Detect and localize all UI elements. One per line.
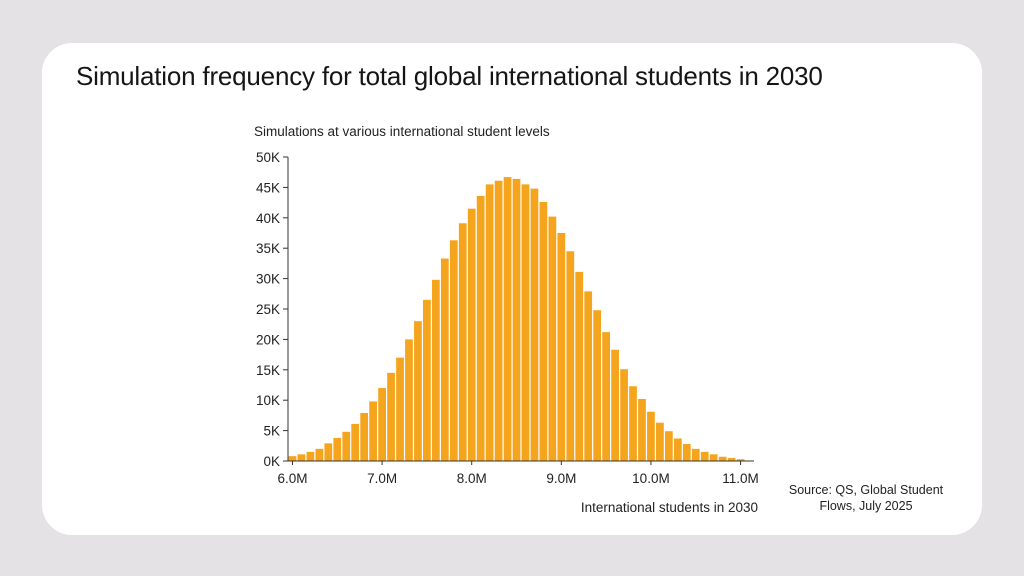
y-tick-label: 40K xyxy=(256,211,280,226)
histogram-bar xyxy=(405,339,413,461)
histogram-bar xyxy=(620,369,628,461)
histogram-bar xyxy=(315,448,324,461)
x-tick-label: 10.0M xyxy=(632,471,670,486)
histogram-bar xyxy=(575,271,584,461)
histogram-bar xyxy=(297,454,306,461)
histogram-bar xyxy=(494,180,503,461)
histogram-bar xyxy=(539,201,548,462)
histogram-bar xyxy=(369,401,378,461)
x-axis-label: International students in 2030 xyxy=(581,500,758,515)
chart-title: Simulation frequency for total global in… xyxy=(76,61,823,91)
histogram-bar xyxy=(521,184,530,462)
y-tick-label: 50K xyxy=(256,150,280,165)
histogram-bar xyxy=(288,456,297,461)
y-tick-label: 10K xyxy=(256,393,280,408)
histogram-bar xyxy=(414,321,422,461)
histogram-bar xyxy=(566,251,575,461)
histogram-bar xyxy=(700,451,709,461)
histogram-bar xyxy=(476,195,485,461)
histogram-bar xyxy=(423,299,431,461)
histogram-bar xyxy=(503,177,512,461)
x-tick-label: 6.0M xyxy=(277,471,307,486)
histogram-bar xyxy=(718,456,727,461)
x-tick-label: 8.0M xyxy=(457,471,487,486)
histogram-bar xyxy=(467,208,476,461)
histogram-bar xyxy=(396,357,404,461)
y-tick-label: 15K xyxy=(256,363,280,378)
histogram-bar xyxy=(682,443,691,461)
y-tick-label: 35K xyxy=(256,241,280,256)
histogram-bar xyxy=(431,279,440,461)
y-tick-label: 5K xyxy=(263,424,280,439)
histogram-bar xyxy=(584,291,593,461)
histogram-bar xyxy=(638,398,646,461)
histogram-bar xyxy=(647,411,655,461)
y-tick-label: 20K xyxy=(256,332,280,347)
y-tick-label: 45K xyxy=(256,180,280,195)
chart-card: Simulation frequency for total global in… xyxy=(42,43,982,535)
histogram-bar xyxy=(548,216,557,461)
histogram-bar xyxy=(709,454,718,461)
y-axis-label: Simulations at various international stu… xyxy=(254,124,550,139)
histogram-bar xyxy=(449,240,458,461)
histogram-bar xyxy=(691,448,700,461)
histogram-bar xyxy=(360,412,369,461)
histogram-bar xyxy=(611,349,619,461)
source-note: Source: QS, Global Student Flows, July 2… xyxy=(788,483,944,513)
histogram-bar xyxy=(736,459,745,461)
x-tick-label: 9.0M xyxy=(546,471,576,486)
y-tick-label: 25K xyxy=(256,302,280,317)
histogram-bar xyxy=(530,188,539,461)
histogram-bar xyxy=(440,258,449,461)
y-tick-label: 0K xyxy=(263,454,280,469)
histogram-bar xyxy=(673,438,682,461)
histogram-bar xyxy=(727,457,736,461)
histogram-bar xyxy=(333,437,342,461)
histogram-bar xyxy=(602,332,611,461)
histogram-chart: Simulations at various international stu… xyxy=(254,124,759,515)
histogram-bar xyxy=(387,372,395,461)
histogram-bar xyxy=(306,451,315,461)
histogram-bar xyxy=(351,423,360,461)
histogram-bar xyxy=(458,223,467,461)
histogram-bar xyxy=(342,431,351,461)
y-tick-label: 30K xyxy=(256,272,280,287)
histogram-bar xyxy=(629,386,637,461)
histogram-bar xyxy=(664,431,673,461)
histogram-bar xyxy=(512,178,521,461)
histogram-bar xyxy=(557,233,566,461)
histogram-bar xyxy=(485,184,494,462)
histogram-bar xyxy=(378,388,386,461)
x-tick-label: 11.0M xyxy=(722,471,759,486)
x-tick-label: 7.0M xyxy=(367,471,397,486)
histogram-bar xyxy=(324,443,333,461)
histogram-bar xyxy=(656,422,664,461)
histogram-bar xyxy=(593,310,602,461)
